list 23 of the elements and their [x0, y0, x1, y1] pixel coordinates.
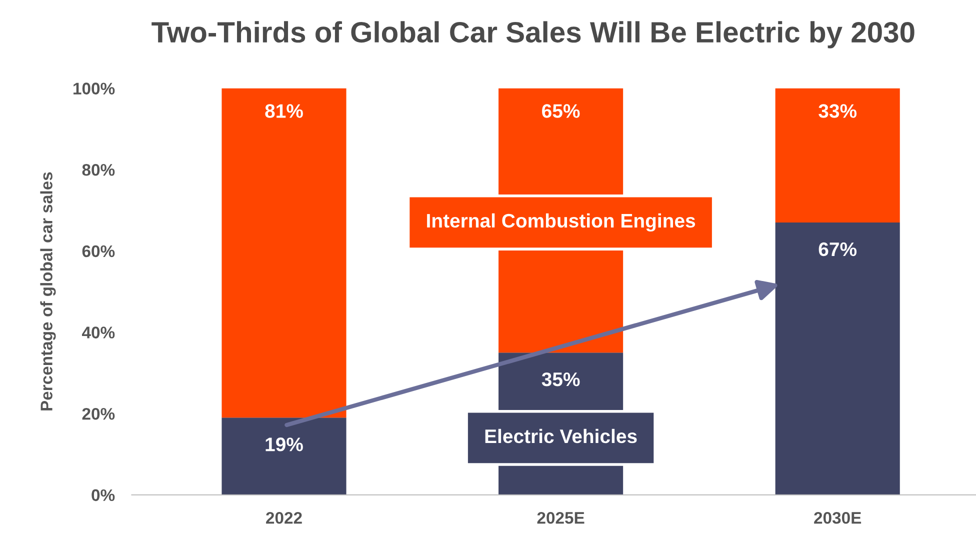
y-tick-label: 0% [92, 489, 115, 502]
y-axis-title: Percentage of global car sales [40, 172, 56, 410]
chart-title: Two-Thirds of Global Car Sales Will Be Electric by 2030 [152, 21, 914, 48]
text: 81% [265, 104, 303, 118]
y-tick-label: 20% [82, 408, 115, 420]
x-tick-label: 2025E [537, 512, 584, 524]
x-tick-label: 2022 [266, 512, 302, 524]
y-tick-label: 40% [82, 326, 115, 338]
series-label: Internal Combustion Engines [427, 213, 696, 232]
text: 33% [818, 104, 857, 118]
y-tick-label: 80% [82, 164, 115, 176]
text: 35% [542, 372, 580, 386]
text: 65% [542, 104, 580, 118]
bar [775, 222, 900, 495]
text: 67% [818, 242, 857, 256]
bar [222, 88, 346, 418]
bar [775, 88, 900, 222]
bar [222, 418, 346, 495]
text: 19% [266, 438, 303, 452]
y-tick-label: 100% [74, 82, 115, 94]
series-label: Electric Vehicles [485, 428, 637, 444]
y-tick-label: 60% [82, 245, 115, 258]
x-tick-label: 2030E [814, 512, 862, 524]
